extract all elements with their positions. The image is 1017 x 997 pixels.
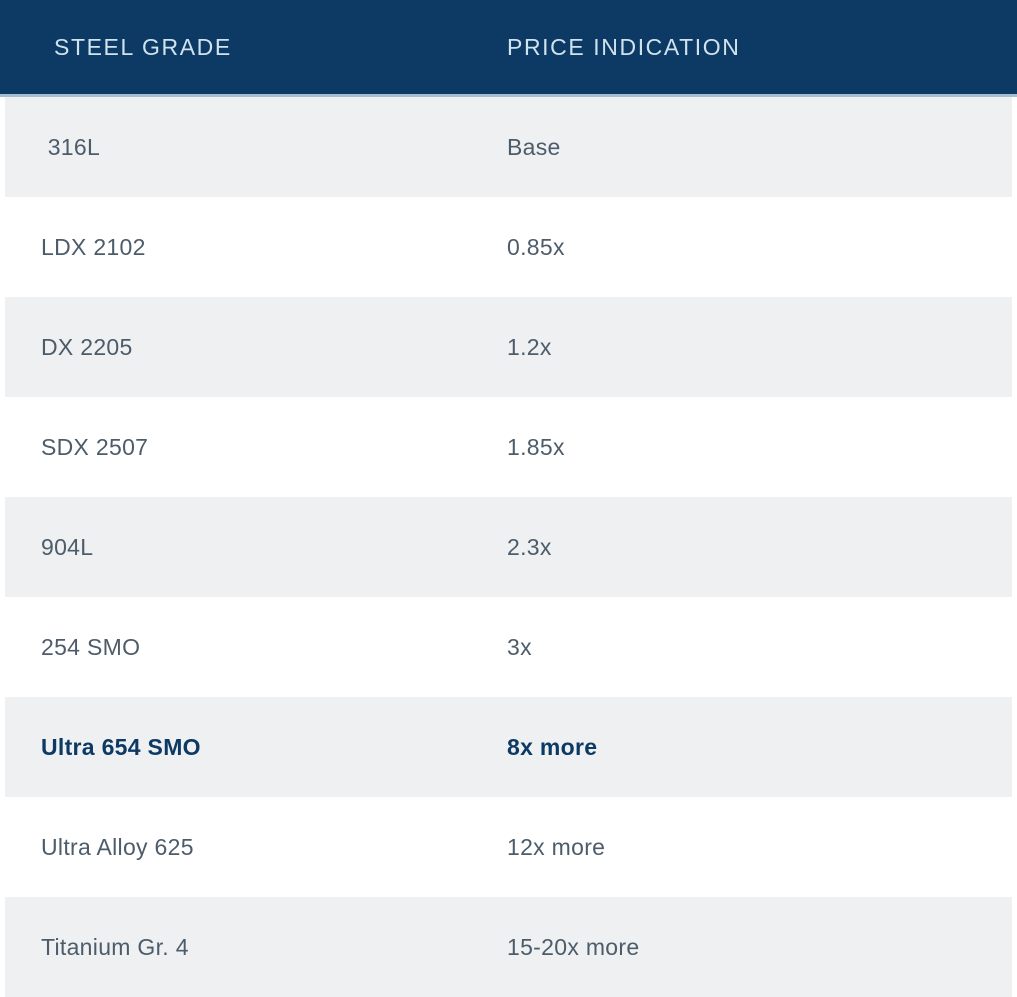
price-indication-cell: 0.85x [507, 233, 565, 260]
price-indication-cell: 1.2x [507, 333, 552, 360]
steel-grade-cell: Ultra Alloy 625 [41, 833, 194, 860]
price-indication-cell: 8x more [507, 733, 598, 760]
steel-grade-cell: 254 SMO [41, 633, 141, 660]
table-row: LDX 2102 0.85x [0, 197, 1017, 297]
table-row: 904L 2.3x [0, 497, 1017, 597]
table-row: 316L Base [0, 97, 1017, 197]
table-row: Titanium Gr. 4 15-20x more [0, 897, 1017, 997]
steel-grade-cell: SDX 2507 [41, 433, 149, 460]
table-row: Ultra 654 SMO 8x more [0, 697, 1017, 797]
price-indication-cell: 15-20x more [507, 933, 640, 960]
steel-grade-cell: LDX 2102 [41, 233, 146, 260]
steel-grade-cell: DX 2205 [41, 333, 133, 360]
price-indication-cell: 2.3x [507, 533, 552, 560]
price-indication-cell: 3x [507, 633, 532, 660]
steel-grade-cell: Ultra 654 SMO [41, 733, 201, 760]
table-row: Ultra Alloy 625 12x more [0, 797, 1017, 897]
steel-grade-cell: 904L [41, 533, 94, 560]
price-indication-cell: 12x more [507, 833, 606, 860]
table-row: DX 2205 1.2x [0, 297, 1017, 397]
table-row: 254 SMO 3x [0, 597, 1017, 697]
steel-grade-cell: 316L [41, 133, 101, 160]
table-row: SDX 2507 1.85x [0, 397, 1017, 497]
column-header-steel-grade: STEEL GRADE [54, 33, 232, 60]
table-header-row: STEEL GRADE PRICE INDICATION [0, 0, 1017, 97]
steel-grade-cell: Titanium Gr. 4 [41, 933, 189, 960]
table-body: 316L Base LDX 2102 0.85x DX 2205 1.2x SD… [0, 97, 1017, 997]
price-indication-cell: 1.85x [507, 433, 565, 460]
price-indication-cell: Base [507, 133, 561, 160]
column-header-price-indication: PRICE INDICATION [507, 33, 741, 60]
